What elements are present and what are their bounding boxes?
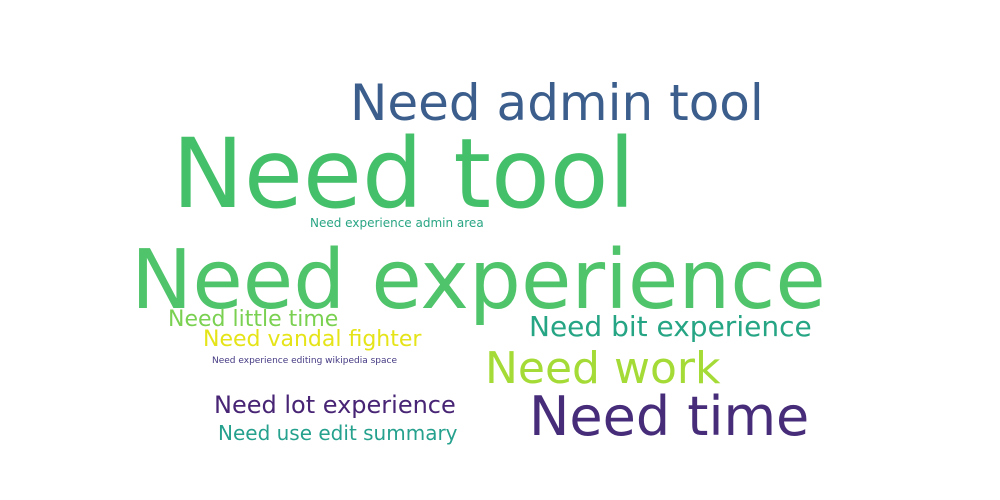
word-need-tool: Need tool [172,118,636,230]
word-need-admin-tool: Need admin tool [350,74,764,132]
word-need-experience: Need experience [131,233,826,328]
word-need-little-time: Need little time [168,307,339,332]
word-need-lot-experience: Need lot experience [214,391,456,419]
word-need-work: Need work [485,343,721,394]
word-need-time: Need time [529,385,810,448]
word-need-use-edit-summary: Need use edit summary [218,421,458,445]
word-need-bit-experience: Need bit experience [529,310,812,343]
word-need-vandal-fighter: Need vandal fighter [203,327,422,352]
word-need-experience-admin-area: Need experience admin area [310,216,484,230]
word-need-experience-editing-wikipedia-space: Need experience editing wikipedia space [212,356,397,366]
